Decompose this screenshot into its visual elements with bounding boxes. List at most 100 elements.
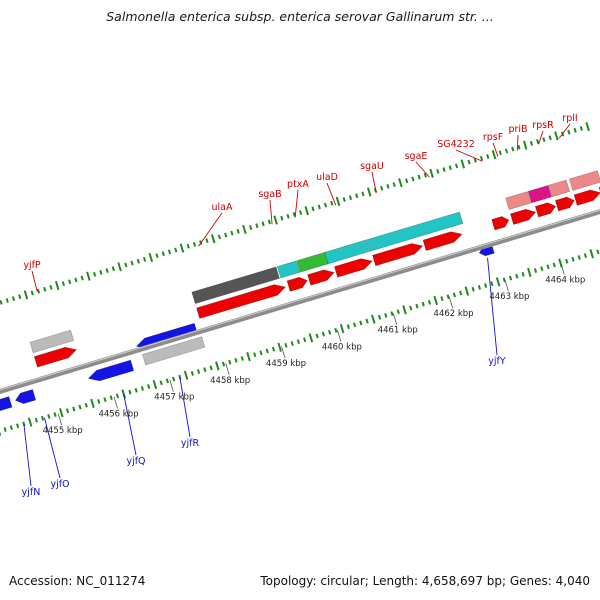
- tick-mark: [124, 262, 128, 268]
- tick-mark: [265, 348, 269, 354]
- operon-segment[interactable]: [505, 191, 532, 210]
- tick-mark: [0, 299, 3, 305]
- tick-mark: [80, 275, 84, 281]
- forward-gene[interactable]: [554, 196, 575, 212]
- tick-mark: [396, 309, 400, 315]
- reverse-gene[interactable]: [87, 359, 135, 382]
- reverse-gene[interactable]: [14, 389, 37, 404]
- tick-mark: [402, 305, 407, 315]
- gene-label[interactable]: sgaB: [258, 189, 281, 200]
- tick-mark: [205, 238, 209, 244]
- label-leader: [415, 161, 430, 178]
- tick-mark: [334, 328, 338, 333]
- tick-mark: [398, 178, 403, 188]
- tick-mark: [271, 346, 276, 352]
- tick-mark: [486, 154, 490, 159]
- gene-label[interactable]: sgaU: [360, 161, 384, 172]
- tick-mark: [192, 241, 197, 247]
- operon-segment[interactable]: [365, 211, 464, 252]
- gene-label[interactable]: yjfP: [23, 260, 41, 271]
- gene-label[interactable]: ptxA: [287, 179, 309, 190]
- forward-gene[interactable]: [334, 258, 373, 278]
- tick-mark: [134, 387, 138, 393]
- tick-mark: [377, 314, 382, 320]
- label-leader: [179, 377, 191, 438]
- forward-gene[interactable]: [510, 208, 537, 225]
- forward-gene[interactable]: [33, 347, 78, 368]
- forward-gene[interactable]: [573, 189, 600, 206]
- gene-label[interactable]: yjfN: [22, 487, 41, 498]
- forward-gene[interactable]: [307, 269, 335, 286]
- label-leader: [23, 423, 32, 487]
- tick-mark: [30, 290, 34, 296]
- tick-mark: [203, 367, 207, 373]
- tick-mark: [573, 127, 577, 133]
- tick-mark: [259, 350, 263, 356]
- tick-mark: [348, 195, 353, 201]
- gene-label[interactable]: yjfO: [50, 479, 69, 490]
- operon-segment[interactable]: [324, 239, 370, 265]
- forward-gene[interactable]: [286, 276, 308, 292]
- tick-mark: [521, 271, 525, 277]
- gene-label[interactable]: yjfQ: [126, 456, 145, 467]
- tick-mark: [224, 232, 228, 238]
- tick-mark: [417, 174, 421, 180]
- tick-mark: [68, 279, 72, 285]
- forward-gene[interactable]: [534, 202, 557, 218]
- tick-mark: [515, 273, 519, 279]
- tick-mark: [49, 285, 53, 290]
- tick-mark: [504, 148, 509, 154]
- gene-label[interactable]: rplI: [562, 113, 577, 124]
- forward-gene[interactable]: [422, 231, 463, 252]
- tick-mark: [298, 210, 303, 215]
- label-leader: [487, 257, 498, 356]
- tick-mark: [361, 191, 365, 197]
- tick-mark: [335, 196, 341, 206]
- tick-mark: [172, 376, 176, 382]
- operon-segment[interactable]: [527, 185, 552, 204]
- tick-track-upper: [0, 121, 590, 305]
- forward-gene[interactable]: [491, 216, 510, 231]
- gene-label[interactable]: yjfR: [181, 438, 200, 449]
- kbp-tick: [225, 363, 230, 376]
- tick-mark: [436, 169, 440, 174]
- forward-gene[interactable]: [372, 243, 424, 267]
- tick-mark: [415, 303, 419, 309]
- tick-mark: [498, 150, 502, 156]
- tick-mark: [533, 268, 538, 273]
- tick-mark: [280, 215, 284, 221]
- reverse-gene[interactable]: [0, 396, 13, 412]
- operon-segment[interactable]: [276, 260, 300, 279]
- label-leader: [516, 134, 519, 151]
- gene-label[interactable]: rpsR: [532, 120, 554, 131]
- tick-mark: [97, 399, 101, 404]
- gene-label[interactable]: ulaD: [316, 172, 338, 183]
- gene-label[interactable]: yjfY: [488, 356, 506, 367]
- kbp-tick: [504, 279, 509, 292]
- gene-label[interactable]: priB: [508, 124, 527, 135]
- pseudo-gene[interactable]: [29, 329, 75, 354]
- operon-segment[interactable]: [568, 170, 600, 191]
- pseudo-gene[interactable]: [142, 336, 206, 366]
- operon-segment[interactable]: [296, 251, 329, 273]
- gene-label[interactable]: SG4232: [437, 139, 475, 150]
- gene-label[interactable]: sgaE: [405, 151, 428, 162]
- tick-mark: [9, 425, 13, 431]
- operon-segment[interactable]: [548, 179, 571, 198]
- label-leader: [31, 270, 38, 292]
- tick-mark: [502, 277, 506, 283]
- tick-mark: [242, 224, 247, 235]
- operon-segment[interactable]: [191, 266, 280, 305]
- tick-mark: [59, 408, 64, 418]
- tick-mark: [142, 256, 147, 262]
- gene-label[interactable]: ulaA: [212, 202, 233, 213]
- operon-track: [191, 170, 600, 305]
- gene-label[interactable]: rpsF: [483, 132, 503, 143]
- tick-mark: [78, 404, 82, 410]
- tick-mark: [490, 281, 494, 287]
- forward-gene[interactable]: [196, 284, 287, 319]
- tick-mark: [105, 268, 109, 273]
- tick-mark: [342, 197, 346, 202]
